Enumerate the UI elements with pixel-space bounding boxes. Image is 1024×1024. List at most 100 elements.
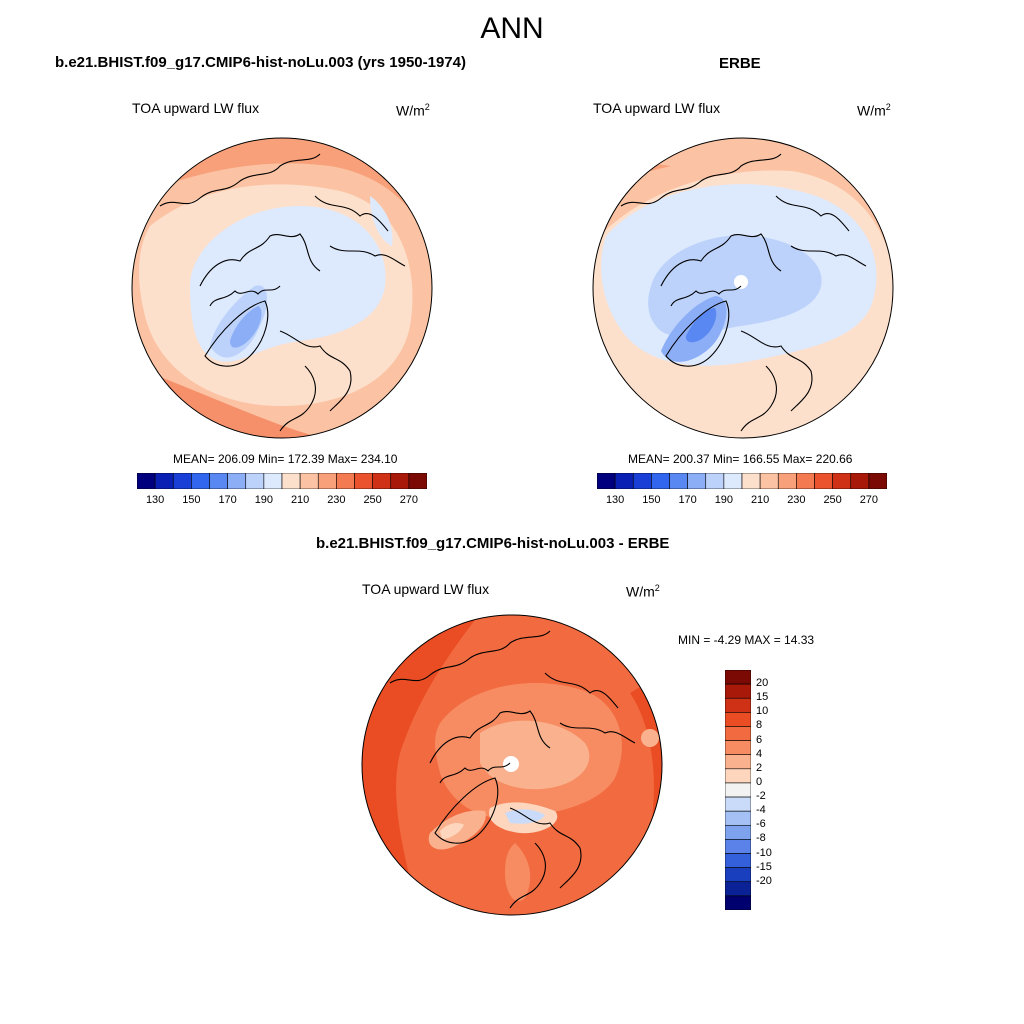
panel-3-colorbar-labels: 20 15 10 8 6 4 2 0 -2 -4 -6 -8 -10 -15 -20 xyxy=(756,670,796,910)
colorbar-swatch xyxy=(796,473,815,489)
panel-3-coastlines xyxy=(389,630,636,909)
colorbar-swatch xyxy=(209,473,228,489)
panel-2-coastlines xyxy=(620,153,867,432)
colorbar-swatch xyxy=(172,473,192,489)
panel-3-stats: MIN = -4.29 MAX = 14.33 xyxy=(678,633,815,647)
colorbar-swatch xyxy=(263,473,283,489)
panel-2-colorbar xyxy=(597,473,887,489)
panel-2-contour-fill xyxy=(593,138,893,438)
colorbar-swatch xyxy=(850,473,870,489)
colorbar-tick-label: 10 xyxy=(756,705,769,718)
colorbar-swatch xyxy=(832,473,852,489)
colorbar-tick-label: 210 xyxy=(290,494,310,506)
colorbar-swatch xyxy=(354,473,373,489)
colorbar-swatch xyxy=(372,473,392,489)
panel-3-contour-fill xyxy=(362,615,662,915)
colorbar-swatch xyxy=(725,810,751,826)
panel-2-stats: MEAN= 200.37 Min= 166.55 Max= 220.66 xyxy=(628,452,853,466)
colorbar-swatch xyxy=(777,473,797,489)
panel-3-map-border xyxy=(361,614,663,916)
colorbar-swatch xyxy=(597,473,616,489)
panel-1-contour-fill xyxy=(132,138,432,438)
colorbar-swatch xyxy=(317,473,337,489)
colorbar-swatch xyxy=(725,853,751,868)
colorbar-tick-label: 130 xyxy=(605,494,625,506)
colorbar-tick-label: -10 xyxy=(756,846,772,859)
panel-1-units: W/m2 xyxy=(396,102,430,119)
colorbar-swatch xyxy=(725,881,751,897)
colorbar-swatch xyxy=(336,473,355,489)
colorbar-swatch xyxy=(632,473,652,489)
colorbar-tick-label: 20 xyxy=(756,677,769,690)
colorbar-swatch xyxy=(390,473,410,489)
colorbar-swatch xyxy=(814,473,833,489)
colorbar-swatch xyxy=(614,473,634,489)
colorbar-swatch xyxy=(741,473,761,489)
panel-1-title: b.e21.BHIST.f09_g17.CMIP6-hist-noLu.003 … xyxy=(55,54,466,71)
colorbar-swatch xyxy=(868,473,887,489)
colorbar-swatch xyxy=(651,473,670,489)
colorbar-swatch xyxy=(725,796,751,812)
panel-2-polar-map xyxy=(592,137,894,439)
colorbar-tick-label: 150 xyxy=(182,494,201,506)
colorbar-swatch xyxy=(725,670,751,685)
colorbar-tick-label: 270 xyxy=(859,494,879,506)
colorbar-swatch xyxy=(191,473,210,489)
colorbar-swatch xyxy=(723,473,743,489)
colorbar-tick-label: 210 xyxy=(750,494,770,506)
panel-2-variable-label: TOA upward LW flux xyxy=(593,100,721,116)
colorbar-tick-label: 6 xyxy=(756,733,763,746)
colorbar-swatch xyxy=(245,473,265,489)
panel-2-colorbar-labels: 130 150 170 190 210 230 250 270 xyxy=(597,494,887,508)
colorbar-swatch xyxy=(725,867,751,883)
panel-2-map-border xyxy=(592,137,894,439)
colorbar-tick-label: 190 xyxy=(714,494,734,506)
colorbar-tick-label: 250 xyxy=(823,494,842,506)
colorbar-tick-label: 150 xyxy=(642,494,661,506)
colorbar-swatch xyxy=(725,726,751,741)
panel-3-colorbar xyxy=(725,670,751,910)
colorbar-swatch xyxy=(725,782,751,798)
colorbar-swatch xyxy=(725,740,751,756)
colorbar-tick-label: 130 xyxy=(145,494,165,506)
colorbar-swatch xyxy=(725,895,751,910)
panel-2-title: ERBE xyxy=(719,55,761,72)
colorbar-swatch xyxy=(705,473,725,489)
panel-1-variable-label: TOA upward LW flux xyxy=(132,100,260,116)
panel-1-colorbar xyxy=(137,473,427,489)
colorbar-tick-label: -20 xyxy=(756,874,772,887)
colorbar-tick-label: 4 xyxy=(756,747,763,760)
colorbar-swatch xyxy=(154,473,174,489)
colorbar-tick-label: 270 xyxy=(399,494,419,506)
panel-1-polar-map xyxy=(131,137,433,439)
colorbar-swatch xyxy=(281,473,301,489)
panel-3-polar-map xyxy=(361,614,663,916)
colorbar-tick-label: 170 xyxy=(678,494,697,506)
colorbar-tick-label: 8 xyxy=(756,719,763,732)
colorbar-swatch xyxy=(725,839,751,854)
colorbar-swatch xyxy=(725,697,751,713)
panel-2-units: W/m2 xyxy=(857,102,891,119)
colorbar-tick-label: -15 xyxy=(756,860,772,873)
colorbar-swatch xyxy=(299,473,319,489)
panel-1-map-border xyxy=(131,137,433,439)
colorbar-swatch xyxy=(725,754,751,770)
colorbar-tick-label: -6 xyxy=(756,818,766,831)
colorbar-tick-label: 2 xyxy=(756,761,763,774)
colorbar-swatch xyxy=(227,473,247,489)
colorbar-tick-label: 170 xyxy=(218,494,237,506)
colorbar-tick-label: 15 xyxy=(756,691,769,704)
colorbar-swatch xyxy=(137,473,156,489)
colorbar-swatch xyxy=(687,473,707,489)
colorbar-swatch xyxy=(725,824,751,840)
panel-3-units: W/m2 xyxy=(626,583,660,600)
colorbar-swatch xyxy=(725,768,751,784)
colorbar-tick-label: 190 xyxy=(254,494,274,506)
panel-3-variable-label: TOA upward LW flux xyxy=(362,581,490,597)
panel-3-title: b.e21.BHIST.f09_g17.CMIP6-hist-noLu.003 … xyxy=(316,535,670,552)
colorbar-tick-label: 230 xyxy=(327,494,346,506)
panel-1-stats: MEAN= 206.09 Min= 172.39 Max= 234.10 xyxy=(173,452,398,466)
colorbar-swatch xyxy=(725,712,751,727)
colorbar-swatch xyxy=(669,473,688,489)
page-title: ANN xyxy=(480,12,544,45)
